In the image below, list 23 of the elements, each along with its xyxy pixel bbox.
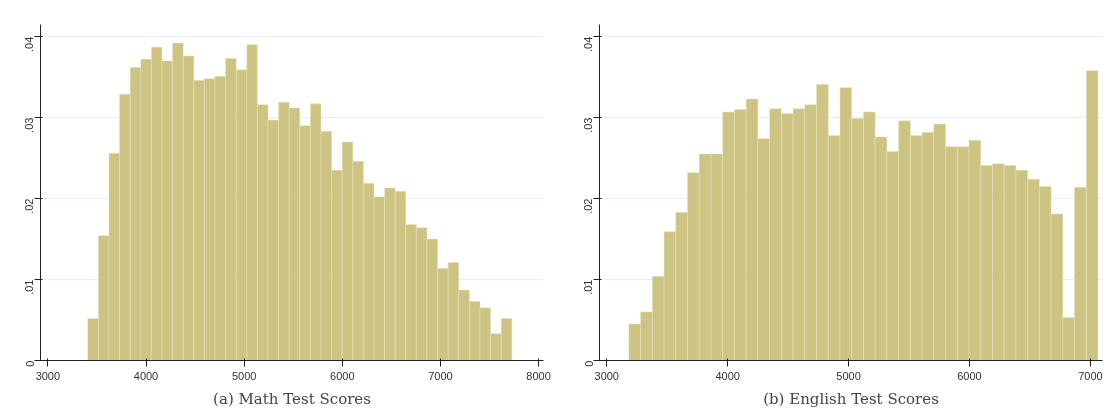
y-tick-label: .03 — [23, 117, 36, 133]
y-tick-label: .01 — [582, 279, 595, 295]
x-tick-label: 7000 — [428, 369, 453, 382]
x-tick-label: 6000 — [957, 369, 982, 382]
x-tick-label: 7000 — [1078, 369, 1103, 382]
text: (a) Math Test Scores — [213, 389, 371, 408]
y-tick-label: .03 — [582, 117, 595, 133]
y-tick-label: 0 — [582, 360, 595, 367]
y-tick-label: .02 — [582, 198, 595, 214]
x-tick-label: 6000 — [330, 369, 355, 382]
y-tick-label: .01 — [23, 279, 36, 295]
x-tick-label: 4000 — [715, 369, 740, 382]
x-tick-label: 8000 — [526, 369, 551, 382]
x-tick-label: 5000 — [836, 369, 861, 382]
x-tick-label: 5000 — [231, 369, 257, 382]
y-tick-label: .04 — [582, 36, 595, 52]
x-tick-label: 4000 — [133, 369, 159, 382]
text: (b) English Test Scores — [763, 389, 939, 408]
x-tick-label: 3000 — [35, 369, 61, 382]
y-tick-label: 0 — [23, 360, 36, 367]
x-tick-label: 3000 — [594, 369, 619, 382]
y-tick-label: .04 — [23, 36, 36, 52]
y-tick-label: .02 — [23, 198, 36, 214]
